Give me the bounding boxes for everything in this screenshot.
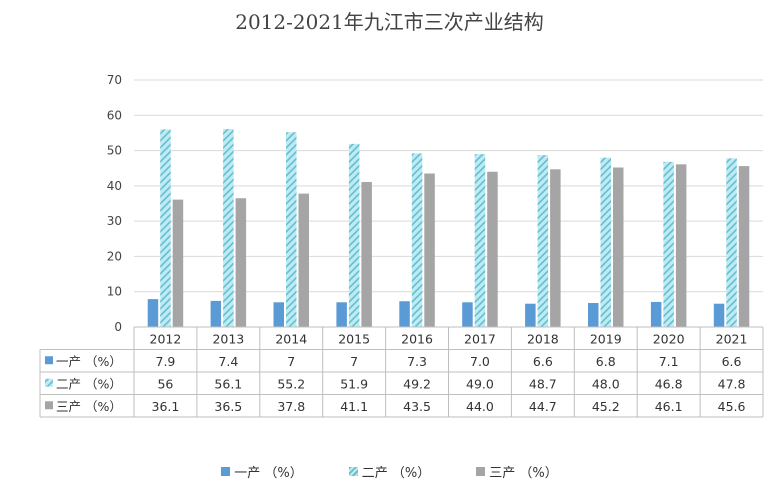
data-label: 37.8 [277,399,305,414]
x-tick-label: 2014 [275,331,307,346]
data-label: 44.7 [529,399,557,414]
bar-series-3-2014 [298,193,309,327]
x-tick-label: 2016 [401,331,433,346]
data-label: 6.6 [533,354,553,369]
legend-label-primary: 一产 （%） [234,466,303,481]
data-label: 48.0 [592,376,620,391]
data-label: 49.0 [466,376,494,391]
y-tick-label: 50 [107,144,122,158]
table-series-name: 二产 （%） [56,376,122,391]
legend-item-secondary: 二产 （%） [348,462,431,481]
data-label: 51.9 [340,376,368,391]
data-label: 41.1 [340,399,368,414]
bar-series-1-2013 [210,300,222,327]
bar-series-2-2020 [663,161,674,327]
data-label: 47.8 [718,376,746,391]
y-tick-label: 60 [107,108,122,122]
data-label: 7 [287,354,295,369]
data-label: 56.1 [214,376,242,391]
bar-series-1-2019 [588,303,599,327]
data-label: 46.8 [655,376,683,391]
x-tick-label: 2012 [150,331,182,346]
bar-series-1-2016 [399,301,410,327]
bar-series-2-2019 [600,157,611,327]
table-legend-key-2 [45,378,53,387]
bar-series-2-2017 [474,154,486,327]
data-label: 7.3 [407,354,427,369]
bar-series-3-2018 [550,169,561,327]
legend-item-primary: 一产 （%） [221,462,303,481]
data-label: 55.2 [277,376,305,391]
bar-series-3-2016 [424,173,435,327]
legend-label-tertiary: 三产 （%） [489,466,558,481]
bar-series-2-2012 [160,129,171,327]
legend-swatch-secondary [348,467,358,476]
data-label: 49.2 [403,376,431,391]
bar-series-3-2012 [172,199,184,327]
y-tick-label: 20 [107,249,122,263]
y-tick-label: 30 [107,214,122,228]
bar-series-2-2013 [223,129,234,327]
x-tick-label: 2017 [464,331,496,346]
table-series-name: 一产 （%） [56,354,122,369]
y-tick-label: 40 [107,179,122,193]
data-label: 7.9 [156,354,176,369]
data-label: 7 [350,354,358,369]
bar-series-2-2018 [537,155,549,327]
data-label: 46.1 [655,399,683,414]
bar-series-3-2013 [235,198,247,327]
bar-series-1-2018 [525,303,536,327]
x-tick-label: 2020 [653,331,685,346]
table-legend-key-3 [45,401,53,410]
data-label: 36.1 [152,399,180,414]
data-label: 6.8 [596,354,616,369]
data-label: 48.7 [529,376,557,391]
table-legend-key-1 [45,356,53,365]
legend: 一产 （%） 二产 （%） 三产 （%） [0,462,779,481]
bar-series-1-2020 [650,301,662,327]
x-tick-label: 2018 [527,331,559,346]
x-tick-label: 2019 [590,331,622,346]
legend-item-tertiary: 三产 （%） [476,462,558,481]
bar-series-3-2019 [613,167,624,327]
bar-series-3-2017 [487,171,498,327]
bar-series-3-2020 [675,164,687,327]
bar-series-2-2014 [286,132,297,327]
bar-series-1-2021 [713,303,725,327]
bar-series-2-2021 [726,158,737,327]
x-tick-label: 2015 [338,331,370,346]
bar-series-1-2015 [336,302,347,327]
bar-series-3-2015 [361,181,372,327]
bar-series-2-2015 [348,143,360,327]
data-label: 45.2 [592,399,620,414]
legend-swatch-tertiary [476,467,486,476]
y-tick-label: 10 [107,285,122,299]
x-tick-label: 2021 [716,331,748,346]
bar-series-1-2017 [462,302,473,327]
data-label: 7.0 [470,354,490,369]
data-label: 7.4 [218,354,238,369]
bar-series-3-2021 [738,166,750,327]
chart-title: 2012-2021年九江市三次产业结构 [235,10,544,34]
bar-series-1-2014 [273,302,284,327]
data-label: 56 [157,376,173,391]
data-label: 7.1 [659,354,679,369]
data-label: 45.6 [718,399,746,414]
y-tick-label: 0 [114,320,122,334]
data-label: 44.0 [466,399,494,414]
table-series-name: 三产 （%） [56,399,122,414]
x-tick-label: 2013 [212,331,244,346]
legend-label-secondary: 二产 （%） [361,466,431,481]
legend-swatch-primary [221,467,231,476]
data-label: 6.6 [722,354,742,369]
data-label: 36.5 [214,399,242,414]
data-label: 43.5 [403,399,431,414]
y-tick-label: 70 [107,73,122,87]
bar-series-2-2016 [411,153,423,327]
bar-series-1-2012 [147,299,159,327]
